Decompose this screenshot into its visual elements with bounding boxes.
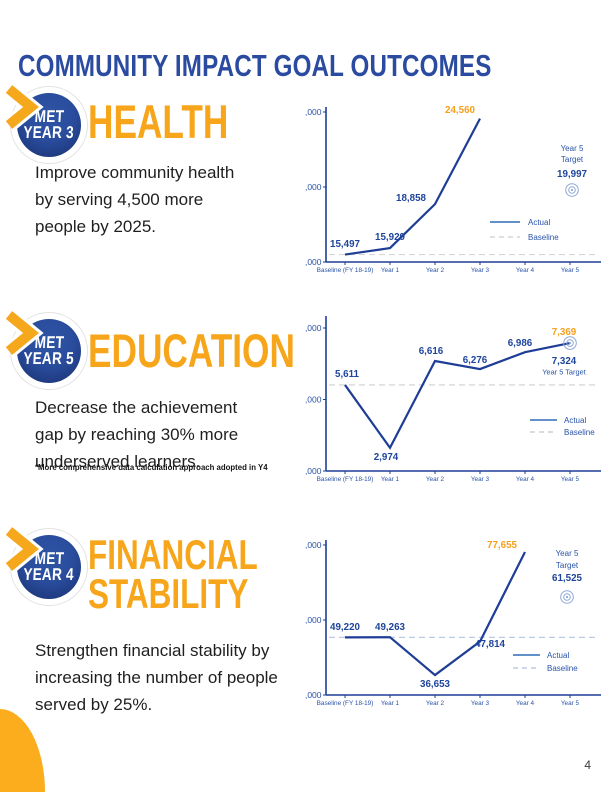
- target-label: Target: [556, 561, 579, 570]
- target-label: Target: [561, 155, 584, 164]
- x-tick-label: Year 4: [516, 267, 535, 274]
- section-title-education: EDUCATION: [88, 324, 295, 377]
- x-tick-label: Year 1: [381, 476, 400, 483]
- chevron-right-icon: [3, 308, 44, 358]
- data-point-label: 24,560: [445, 105, 476, 116]
- y-tick-label: 8,000: [305, 323, 322, 333]
- x-tick-label: Year 1: [381, 700, 400, 707]
- target-label: Year 5: [556, 549, 579, 558]
- legend-actual-label: Actual: [564, 416, 586, 425]
- health-chart: 15,000 20,000 25,000 Baseline (FY 18-19) Yea…: [305, 105, 601, 274]
- met-year-badge: MET YEAR 5: [3, 308, 88, 390]
- chevron-right-icon: [3, 82, 44, 132]
- goal-description: Improve community health by serving 4,50…: [35, 163, 235, 237]
- legend-actual-label: Actual: [528, 218, 550, 227]
- data-point-label: 2,974: [374, 452, 399, 463]
- goal-description: Strengthen financial stability by increa…: [35, 641, 278, 715]
- y-tick-label: 20,000: [305, 182, 322, 192]
- data-point-label: 6,616: [419, 346, 444, 357]
- actual-line: [344, 341, 571, 450]
- legend-actual-label: Actual: [547, 651, 569, 660]
- y-tick-label: 80,000: [305, 540, 322, 550]
- y-tick-label: 5,000: [305, 394, 322, 404]
- x-tick-label: Year 3: [471, 476, 490, 483]
- bullseye-icon: [563, 336, 577, 350]
- page-title: COMMUNITY IMPACT GOAL OUTCOMES: [18, 47, 492, 83]
- data-point-label: 6,986: [508, 338, 533, 349]
- x-tick-label: Year 2: [426, 476, 445, 483]
- x-tick-label: Year 3: [471, 700, 490, 707]
- data-point-label: 5,611: [335, 369, 360, 380]
- target-value: 61,525: [552, 573, 583, 584]
- legend-baseline-label: Baseline: [564, 428, 595, 437]
- target-value: 7,324: [552, 356, 577, 367]
- actual-line: [344, 118, 481, 256]
- bullseye-icon: [566, 339, 574, 347]
- target-value: 19,997: [557, 169, 588, 180]
- data-point-label: 15,929: [375, 232, 406, 243]
- y-tick-label: 25,000: [305, 107, 322, 117]
- bullseye-icon: [560, 590, 574, 604]
- bullseye-icon: [565, 183, 579, 197]
- data-point-label: 7,369: [552, 327, 577, 338]
- bullseye-icon: [563, 593, 571, 601]
- section-title-health: HEALTH: [88, 95, 229, 148]
- data-point-label: 49,220: [330, 622, 361, 633]
- bullseye-icon: [568, 341, 572, 345]
- data-point-label: 36,653: [420, 679, 451, 690]
- target-label: Year 5 Target: [542, 368, 586, 377]
- x-tick-label: Year 3: [471, 267, 490, 274]
- data-point-label: 18,858: [396, 193, 427, 204]
- target-label: Year 5: [561, 144, 584, 153]
- x-tick-label: Year 5: [561, 476, 580, 483]
- chevron-right-icon: [3, 524, 44, 574]
- actual-line: [344, 551, 526, 677]
- x-tick-label: Year 5: [561, 267, 580, 274]
- footnote: *More comprehensive data calculation app…: [35, 463, 268, 472]
- met-year-badge: MET YEAR 4: [3, 524, 88, 606]
- x-tick-label: Year 1: [381, 267, 400, 274]
- data-point-label: 47,814: [475, 639, 506, 650]
- x-tick-label: Baseline (FY 18-19): [317, 476, 374, 483]
- x-tick-label: Year 5: [561, 700, 580, 707]
- x-tick-label: Baseline (FY 18-19): [317, 700, 374, 707]
- data-point-label: 77,655: [487, 540, 518, 551]
- x-tick-label: Year 4: [516, 700, 535, 707]
- y-tick-label: 30,000: [305, 690, 322, 700]
- met-year-badge: MET YEAR 3: [3, 82, 88, 164]
- data-point-label: 6,276: [463, 355, 488, 366]
- bullseye-icon: [570, 188, 574, 192]
- y-tick-label: 55,000: [305, 615, 322, 625]
- legend-baseline-label: Baseline: [528, 233, 559, 242]
- financial-chart: 30,000 55,000 80,000 Baseline (FY 18-19) Yea…: [305, 540, 601, 707]
- y-tick-label: 15,000: [305, 257, 322, 267]
- corner-decoration: [0, 709, 45, 792]
- bullseye-icon: [568, 186, 576, 194]
- x-tick-label: Year 2: [426, 267, 445, 274]
- y-tick-label: 2,000: [305, 466, 322, 476]
- page-number: 4: [584, 758, 591, 772]
- data-point-label: 49,263: [375, 622, 406, 633]
- bullseye-icon: [565, 595, 569, 599]
- section-title-financial: FINANCIAL STABILITY: [88, 531, 258, 617]
- goal-description: Decrease the achievement gap by reaching…: [35, 398, 239, 472]
- x-tick-label: Baseline (FY 18-19): [317, 267, 374, 274]
- x-tick-label: Year 2: [426, 700, 445, 707]
- legend-baseline-label: Baseline: [547, 664, 578, 673]
- x-tick-label: Year 4: [516, 476, 535, 483]
- education-chart: 2,000 5,000 8,000 Baseline (FY 18-19) Year 1…: [305, 316, 601, 483]
- data-point-label: 15,497: [330, 239, 361, 250]
